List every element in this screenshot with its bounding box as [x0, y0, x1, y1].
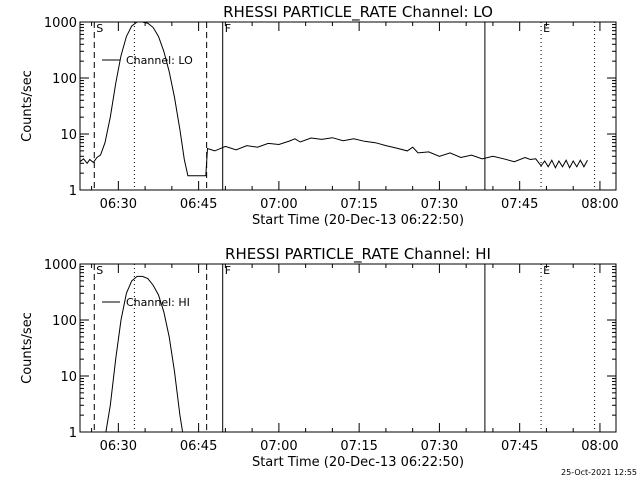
panel-lo: RHESSI PARTICLE_RATE Channel: LO 1 10 100 10… — [20, 3, 619, 228]
x-tick-label: 07:30 — [421, 439, 458, 454]
legend-label: Channel: HI — [126, 296, 190, 309]
event-marker-label: F — [225, 264, 231, 277]
legend-label: Channel: LO — [126, 54, 193, 67]
plot-frame — [79, 21, 617, 191]
x-tick-label: 06:45 — [180, 439, 217, 454]
y-tick-label: 1000 — [44, 258, 77, 273]
event-marker-label: E — [543, 22, 550, 35]
x-tick-label: 07:45 — [501, 197, 538, 212]
y-axis-label: Counts/sec — [20, 70, 35, 142]
series-line — [80, 22, 588, 177]
plot-frame — [79, 263, 617, 433]
event-marker-label: F — [225, 22, 231, 35]
x-tick-label: 07:30 — [421, 197, 458, 212]
chart-title: RHESSI PARTICLE_RATE Channel: LO — [223, 3, 493, 22]
x-tick-label: 07:00 — [260, 197, 297, 212]
event-marker-label: E — [543, 264, 550, 277]
x-tick-label: 07:45 — [501, 439, 538, 454]
x-tick-label: 06:30 — [100, 197, 137, 212]
event-marker-label: S — [96, 22, 103, 35]
y-tick-label: 100 — [52, 314, 77, 329]
y-tick-label: 10 — [60, 128, 77, 143]
x-tick-label: 08:00 — [581, 197, 618, 212]
event-marker-label: S — [96, 264, 103, 277]
x-axis-label: Start Time (20-Dec-13 06:22:50) — [252, 213, 464, 228]
x-tick-label: 07:15 — [340, 439, 377, 454]
y-tick-label: 10 — [60, 370, 77, 385]
footer-timestamp: 25-Oct-2021 12:55 — [561, 468, 637, 477]
panel-hi: RHESSI PARTICLE_RATE Channel: HI 1 10 100 10… — [20, 245, 619, 470]
series-line — [105, 275, 184, 432]
y-axis-label: Counts/sec — [20, 312, 35, 384]
y-tick-label: 1 — [69, 426, 77, 441]
y-tick-label: 100 — [52, 72, 77, 87]
y-tick-label: 1 — [69, 184, 77, 199]
x-tick-label: 08:00 — [581, 439, 618, 454]
x-axis-label: Start Time (20-Dec-13 06:22:50) — [252, 455, 464, 470]
x-tick-label: 06:45 — [180, 197, 217, 212]
x-tick-label: 06:30 — [100, 439, 137, 454]
chart-title: RHESSI PARTICLE_RATE Channel: HI — [225, 245, 491, 264]
x-tick-label: 07:15 — [340, 197, 377, 212]
y-tick-label: 1000 — [44, 16, 77, 31]
x-tick-label: 07:00 — [260, 439, 297, 454]
